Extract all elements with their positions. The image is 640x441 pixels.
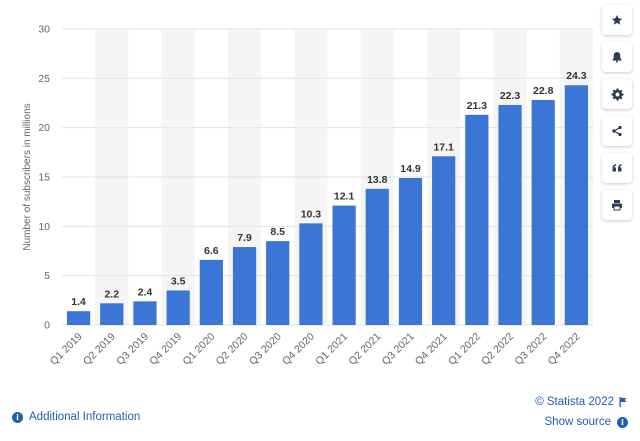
bar xyxy=(465,114,489,325)
cite-button[interactable] xyxy=(602,153,632,183)
y-axis-title: Number of subscribers in millions xyxy=(22,103,33,250)
bar xyxy=(365,188,389,325)
gear-icon xyxy=(611,88,624,101)
print-button[interactable] xyxy=(602,190,632,220)
bar xyxy=(199,259,223,325)
data-label: 22.8 xyxy=(533,85,554,97)
x-tick-label: Q3 2022 xyxy=(512,331,549,368)
data-label: 3.5 xyxy=(171,275,186,287)
y-tick-label: 25 xyxy=(38,73,50,85)
bar xyxy=(531,100,555,325)
bar xyxy=(398,177,423,325)
x-tick-label: Q2 2022 xyxy=(479,331,516,368)
additional-information-link[interactable]: i Additional Information xyxy=(12,411,140,423)
show-source-link[interactable]: Show source i xyxy=(535,412,628,432)
x-tick-label: Q4 2019 xyxy=(147,331,184,368)
data-label: 21.3 xyxy=(467,100,488,112)
settings-button[interactable] xyxy=(602,79,632,109)
info-icon: i xyxy=(617,416,628,428)
y-tick-label: 0 xyxy=(44,320,50,332)
share-icon xyxy=(612,125,622,137)
x-tick-label: Q4 2021 xyxy=(413,331,450,368)
favorite-button[interactable] xyxy=(602,5,632,35)
data-label: 12.1 xyxy=(334,191,355,203)
y-tick-label: 5 xyxy=(44,270,50,282)
star-icon xyxy=(611,15,623,25)
bar xyxy=(432,156,456,325)
notification-button[interactable] xyxy=(602,42,632,72)
data-label: 2.2 xyxy=(104,288,119,300)
quote-icon xyxy=(612,164,622,172)
x-tick-label: Q1 2021 xyxy=(313,331,350,368)
data-label: 24.3 xyxy=(566,70,587,82)
bar xyxy=(66,311,91,325)
data-label: 22.3 xyxy=(500,90,521,102)
chart-toolbar xyxy=(602,5,632,227)
x-tick-label: Q4 2022 xyxy=(546,331,583,368)
data-label: 17.1 xyxy=(433,141,454,153)
bar-chart: 0 5 10 15 20 25 30 1.4 2.2 2.4 3.5 6.6 7.9 8.5 10.3 12… xyxy=(22,24,593,368)
copyright-link[interactable]: © Statista 2022 xyxy=(535,396,614,408)
bar xyxy=(232,247,257,325)
info-icon: i xyxy=(12,411,23,423)
data-label: 13.8 xyxy=(367,174,388,186)
data-labels: 1.4 2.2 2.4 3.5 6.6 7.9 8.5 10.3 12.1 13.8 14.9 17.… xyxy=(71,70,586,308)
additional-information-label: Additional Information xyxy=(29,411,141,423)
data-label: 7.9 xyxy=(237,232,252,244)
x-tick-label: Q2 2019 xyxy=(81,331,118,368)
x-tick-label: Q2 2021 xyxy=(346,331,383,368)
x-tick-label: Q1 2022 xyxy=(446,331,483,368)
bell-icon xyxy=(612,52,622,63)
data-label: 8.5 xyxy=(270,226,285,238)
bar xyxy=(100,303,124,325)
x-tick-label: Q4 2020 xyxy=(280,331,317,368)
flag-icon xyxy=(619,397,627,407)
bar xyxy=(564,85,589,326)
data-label: 2.4 xyxy=(138,286,153,298)
data-label: 1.4 xyxy=(71,296,86,308)
bar xyxy=(266,241,290,325)
x-tick-label: Q3 2019 xyxy=(114,331,151,368)
y-tick-label: 15 xyxy=(38,172,50,184)
footer-source: © Statista 2022 Show source i xyxy=(535,392,628,432)
x-tick-label: Q1 2019 xyxy=(48,331,85,368)
bar xyxy=(133,301,157,325)
data-label: 14.9 xyxy=(400,163,421,175)
data-label: 6.6 xyxy=(204,245,219,257)
bar xyxy=(299,223,323,325)
x-tick-label: Q1 2020 xyxy=(180,331,217,368)
y-tick-label: 10 xyxy=(38,221,50,233)
bars xyxy=(66,85,589,326)
y-tick-label: 20 xyxy=(38,122,50,134)
x-tick-label: Q3 2020 xyxy=(247,331,284,368)
print-icon xyxy=(612,200,622,211)
y-axis-ticks: 0 5 10 15 20 25 30 xyxy=(38,24,50,332)
x-tick-label: Q3 2021 xyxy=(380,331,417,368)
bar xyxy=(166,290,190,325)
share-button[interactable] xyxy=(602,116,632,146)
bar xyxy=(332,205,356,325)
bar xyxy=(498,104,522,326)
show-source-label: Show source xyxy=(544,416,611,428)
y-tick-label: 30 xyxy=(38,24,50,36)
data-label: 10.3 xyxy=(301,208,322,220)
x-tick-label: Q2 2020 xyxy=(214,331,251,368)
